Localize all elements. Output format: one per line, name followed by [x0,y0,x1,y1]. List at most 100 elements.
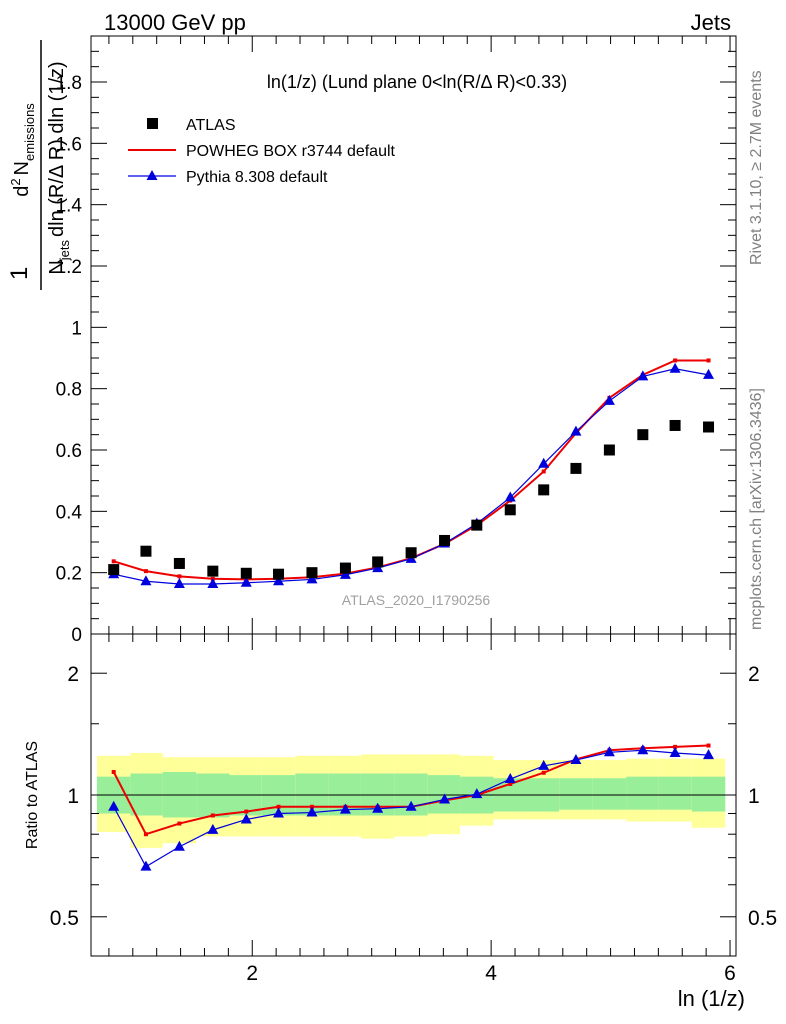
ratio-powheg-point [143,832,148,837]
main-panel: 0 0.2 0.4 0.6 0.8 1 1.2 1.4 1.6 1.8 ln(1/z) (Lund… [6,35,737,646]
pythia-point [669,362,681,373]
ratio-y-axis-label: Ratio to ATLAS [24,741,41,849]
atlas-point [538,484,550,496]
pythia-point [306,573,318,584]
main-y-tick-label: 1.6 [56,134,82,155]
pythia-point [140,575,152,586]
powheg-point [177,574,182,579]
pythia-point [703,368,715,379]
legend-powheg-label: POWHEG BOX r3744 default [186,143,396,160]
atlas-point [339,562,351,574]
atlas-point [637,429,649,441]
pythia-point [240,576,252,587]
legend-pythia-marker [146,170,158,180]
atlas-point [669,419,681,431]
main-y-axis-label: 1 d2 Nemissions Njets dln (R/Δ R) dln (1/z… [6,40,72,290]
ratio-pythia-point [240,813,252,824]
ratio-pythia-point [439,793,451,804]
atlas-point [140,545,152,557]
main-y-tick-label: 0.2 [56,564,82,585]
ratio-pythia-point [108,800,120,811]
ratio-pythia-point [140,860,152,871]
pythia-point [570,425,582,436]
pythia-point [603,394,615,405]
atlas-point [372,556,384,568]
atlas-point [108,564,120,576]
legend: ATLAS POWHEG BOX r3744 default Pythia 8.… [128,117,396,186]
ratio-pythia-point [306,806,318,817]
svg-text:d2Nemissions: d2 Nemissions [8,103,37,197]
ratio-powheg-point [244,809,249,814]
ratio-pythia-point [504,773,516,784]
ratio-inner-band-bin [592,778,627,810]
main-y-tick-label: 1.4 [56,196,83,217]
pythia-point [207,578,219,589]
ratio-powheg-point [276,804,281,809]
mcplots-label: mcplots.cern.ch [arXiv:1306.3436] [748,388,765,630]
atlas-point [306,567,318,579]
pythia-point [637,370,649,381]
ratio-inner-band-bin [427,775,461,814]
main-y-tick-label: 0.8 [56,380,82,401]
ratio-pythia-point [471,788,483,799]
ratio-powheg-point [177,821,182,826]
main-y-tick-label: 1 [71,318,82,339]
main-y-tick-label: 0.4 [56,502,83,523]
powheg-point [541,469,546,474]
ylabel-den-rest: dln (R/Δ R) dln (1/z) [46,61,68,237]
ratio-y-tick-label-right: 2 [748,663,760,686]
legend-atlas-marker [147,118,158,129]
ratio-pythia-point [207,823,219,834]
ratio-powheg-point [541,770,546,775]
ratio-y-tick-label-right: 1 [748,785,760,808]
atlas-point [173,557,185,569]
x-axis-label: ln (1/z) [678,986,745,1011]
ratio-powheg-point [706,743,711,748]
powheg-point [673,358,678,363]
ratio-pythia-point [372,802,384,813]
ratio-pythia-point [405,800,417,811]
powheg-point [706,358,711,363]
ylabel-num-sub: emissions [22,103,37,161]
svg-text:Njetsdln (R/Δ R) dln (1/z): Njets dln (R/Δ R) dln (1/z) [46,61,72,274]
legend-atlas-label: ATLAS [186,117,236,134]
ratio-y-tick-label-left: 1 [67,785,79,808]
ratio-powheg-point [673,744,678,749]
ratio-pythia-point [173,840,185,851]
ratio-inner-band-bin [691,776,726,812]
ratio-pythia-point [637,744,649,755]
atlas-point [504,504,516,516]
atlas-point [471,519,483,531]
main-y-tick-label: 1.8 [56,73,82,94]
atlas-point [570,462,582,474]
legend-pythia-label: Pythia 8.308 default [186,169,328,186]
main-y-tick-label: 0.6 [56,441,82,462]
atlas-point [207,565,219,577]
powheg-point [111,559,116,564]
pythia-point [173,578,185,589]
ratio-pythia-point [669,747,681,758]
pythia-point [273,575,285,586]
ratio-panel: 0.5 0.5 1 1 2 2 2 4 6 Ratio to ATLAS ln (1/z) [24,633,777,1011]
pythia-point [339,568,351,579]
atlas-point [439,534,451,546]
pythia-point [538,457,550,468]
main-y-tick-label: 0 [71,625,82,646]
process-label: Jets [691,10,731,35]
ratio-pythia-point [273,807,285,818]
energy-label: 13000 GeV pp [104,10,246,35]
ratio-y-tick-label-left: 2 [67,663,79,686]
plot-title: ln(1/z) (Lund plane 0<ln(R/Δ R)<0.33) [267,72,567,92]
main-y-tick-label: 1.2 [56,257,82,278]
x-tick-label: 4 [485,962,497,985]
atlas-point [273,568,285,580]
ratio-pythia-point [703,749,715,760]
atlas-point [703,421,715,433]
x-tick-label: 6 [724,962,736,985]
ratio-pythia-point [538,759,550,770]
ylabel-den-sub: jets [57,239,72,261]
ylabel-num-sup: 2 [8,178,23,185]
powheg-point [143,569,148,574]
ratio-y-tick-label-left: 0.5 [50,907,79,930]
